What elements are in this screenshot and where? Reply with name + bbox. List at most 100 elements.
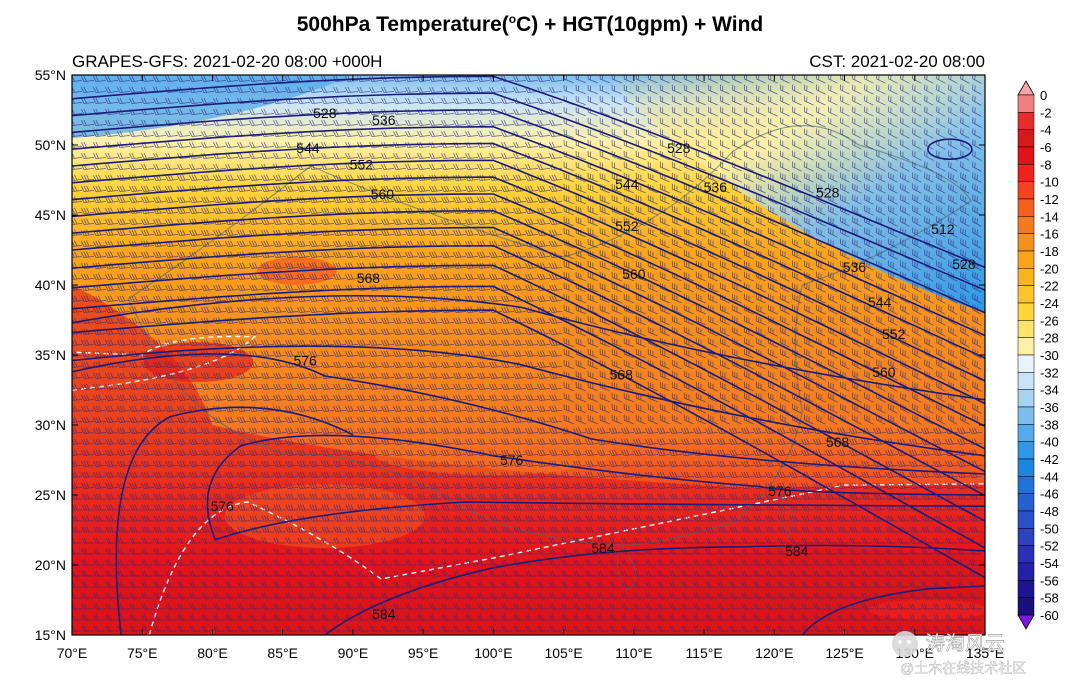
contour-label: 568 [826,434,850,450]
colorbar-label: -32 [1040,365,1059,380]
colorbar-label: -18 [1040,244,1059,259]
contour-labels: 528 536 544 552 560 568 576 576 576 576 584 584 584 5… [211,105,976,622]
colorbar-label: -38 [1040,417,1059,432]
lon-tick-label: 120°E [755,645,793,661]
contour-label: 576 [500,452,524,468]
lat-tick-label: 30°N [35,417,66,433]
valid-time-label: CST: 2021-02-20 08:00 [809,52,985,71]
watermark: 涛淘风云 @土木在线技术社区 [885,620,1080,680]
contour-label: 560 [622,266,646,282]
colorbar-label: -40 [1040,435,1059,450]
colorbar-label: -4 [1040,123,1052,138]
colorbar-label: -56 [1040,573,1059,588]
colorbar-swatch [1017,441,1035,460]
colorbar-label: -60 [1040,608,1059,623]
contour-label: 576 [211,498,235,514]
colorbar-label: -30 [1040,348,1059,363]
colorbar-label: -54 [1040,556,1059,571]
lat-tick-label: 45°N [35,207,66,223]
lat-tick-label: 15°N [35,627,66,643]
contour-label: 576 [293,353,317,369]
colorbar-label: -8 [1040,157,1052,172]
colorbar-bottom-arrow [1017,614,1035,630]
colorbar-label: -6 [1040,140,1052,155]
colorbar-swatch [1017,94,1035,113]
colorbar-swatch [1017,510,1035,529]
colorbar-label: -10 [1040,175,1059,190]
lon-tick-label: 75°E [127,645,158,661]
colorbar-swatch [1017,129,1035,148]
colorbar-label: 0 [1040,88,1047,103]
watermark-logo-icon: 涛淘风云 @土木在线技术社区 [892,631,1026,676]
lon-tick-label: 95°E [408,645,439,661]
lon-tick-label: 105°E [544,645,582,661]
colorbar-swatch [1017,302,1035,321]
colorbar-label: -36 [1040,400,1059,415]
colorbar-swatch [1017,112,1035,130]
lat-tick-label: 40°N [35,277,66,293]
watermark-account: 涛淘风云 [925,632,1005,655]
contour-label: 528 [667,140,691,156]
map-axes: 55°N 50°N 45°N 40°N 35°N 30°N 25°N 20°N 15°N 70°E… [35,67,1004,661]
contour-label: 536 [704,179,728,195]
colorbar-label: -12 [1040,192,1059,207]
colorbar-label: -52 [1040,539,1059,554]
contour-label: 544 [296,140,320,156]
colorbar-swatch [1017,389,1035,408]
colorbar-swatch [1017,181,1035,200]
contour-label: 584 [591,540,615,556]
colorbar-swatch [1017,198,1035,217]
colorbar-label: -44 [1040,469,1059,484]
model-run-label: GRAPES-GFS: 2021-02-20 08:00 +000H [72,52,383,71]
colorbar-swatch [1017,285,1035,304]
lon-tick-label: 100°E [474,645,512,661]
contour-label: 552 [882,326,906,342]
colorbar-swatch [1017,424,1035,442]
colorbar-label: -50 [1040,521,1059,536]
lon-tick-label: 125°E [825,645,863,661]
colorbar-swatch [1017,458,1035,477]
colorbar-swatch [1017,233,1035,252]
lat-tick-label: 35°N [35,347,66,363]
contour-label: 536 [372,112,396,128]
contour-label: 544 [615,176,639,192]
colorbar-swatch [1017,597,1035,616]
contour-label: 568 [610,367,634,383]
colorbar-swatch [1017,528,1035,546]
contour-label: 552 [350,157,374,173]
colorbar-top-arrow [1017,80,1035,96]
contour-label: 552 [615,218,639,234]
colorbar-swatch [1017,372,1035,390]
colorbar-label: -46 [1040,487,1059,502]
contour-label: 536 [843,259,867,275]
lat-tick-label: 50°N [35,137,66,153]
colorbar-swatch [1017,354,1035,373]
colorbar-label: -42 [1040,452,1059,467]
colorbar-label: -26 [1040,313,1059,328]
colorbar-label: -16 [1040,227,1059,242]
contour-label: 544 [868,294,892,310]
lat-tick-label: 55°N [35,67,66,83]
temperature-colorbar: 0 -2 -4 -6 -8 -10 -12 -14 -16 -18 -20 -22 -24 -26 -28 -… [1017,80,1059,630]
colorbar-swatch [1017,476,1035,494]
contour-label: 560 [872,364,896,380]
colorbar-swatch [1017,337,1035,356]
contour-label: 584 [372,606,396,622]
contour-label: 568 [357,270,381,286]
contour-label: 528 [816,185,840,201]
contour-label: 528 [313,105,337,121]
colorbar-label: -14 [1040,209,1059,224]
colorbar-swatch [1017,493,1035,512]
lon-tick-label: 110°E [615,645,652,661]
colorbar-label: -34 [1040,383,1059,398]
colorbar-swatch [1017,268,1035,286]
colorbar-swatch [1017,250,1035,269]
colorbar-label: -22 [1040,279,1059,294]
contour-label: 576 [768,483,792,499]
lon-tick-label: 90°E [338,645,369,661]
lon-tick-label: 80°E [197,645,228,661]
lon-tick-label: 85°E [267,645,298,661]
colorbar-swatch [1017,562,1035,581]
chart-title: 500hPa Temperature(oC) + HGT(10gpm) + Wi… [296,12,764,36]
